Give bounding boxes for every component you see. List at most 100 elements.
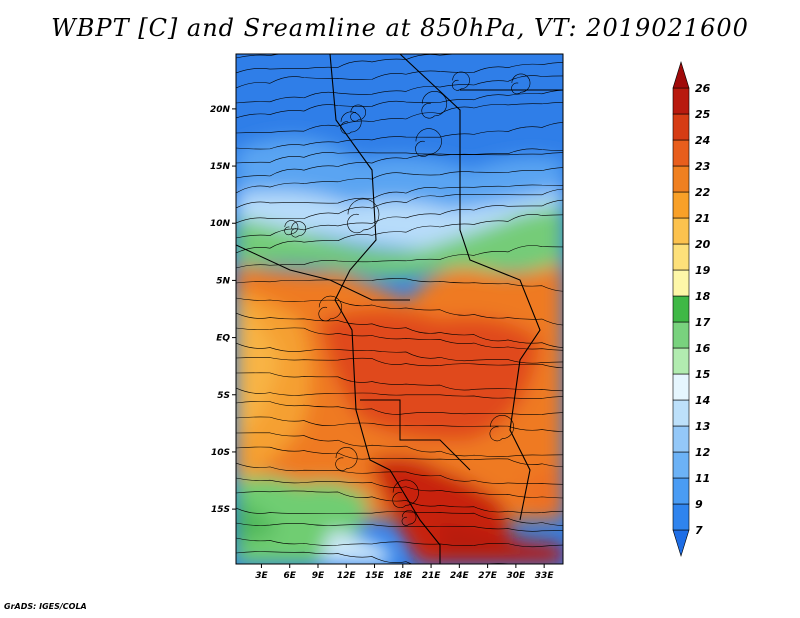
streamline xyxy=(236,278,563,292)
y-tick-label: 15S xyxy=(211,505,230,515)
streamline xyxy=(236,148,563,179)
grads-credit: GrADS: IGES/COLA xyxy=(4,602,87,611)
streamline-eddy xyxy=(335,447,358,471)
colorbar-label: 22 xyxy=(695,186,711,199)
streamline xyxy=(236,387,563,399)
x-tick-label: 27E xyxy=(478,571,498,581)
colorbar-label: 17 xyxy=(695,316,711,329)
streamline-eddy xyxy=(489,415,514,442)
streamline-eddy xyxy=(284,220,299,236)
x-tick-label: 15E xyxy=(365,571,385,581)
colorbar-label: 20 xyxy=(695,238,711,251)
colorbar-segment xyxy=(672,373,690,401)
y-axis: 20N 15N 10N 5N EQ 5S 10S 15S xyxy=(210,105,236,515)
streamline xyxy=(236,446,563,468)
colorbar-segment xyxy=(672,347,690,375)
colorbar-segment xyxy=(672,321,690,349)
streamline-eddy xyxy=(291,221,307,238)
streamline xyxy=(236,462,563,485)
y-tick-label: 15N xyxy=(210,162,231,172)
y-tick-label: 5S xyxy=(217,391,230,401)
colorbar-segment xyxy=(672,425,690,453)
streamline-eddy xyxy=(421,91,448,119)
colorbar-segment xyxy=(672,399,690,427)
x-tick-label: 21E xyxy=(422,571,442,581)
colorbar-segment xyxy=(672,451,690,479)
streamline xyxy=(236,167,563,194)
colorbar-segment xyxy=(672,165,690,193)
streamline xyxy=(236,101,563,134)
colorbar-segment xyxy=(672,60,690,89)
streamline xyxy=(236,188,563,224)
streamline-eddy xyxy=(415,128,442,157)
colorbar-segment xyxy=(672,191,690,219)
colorbar-segment xyxy=(672,87,690,115)
colorbar-label: 13 xyxy=(695,420,711,433)
x-tick-label: 30E xyxy=(507,571,527,581)
streamline xyxy=(236,551,510,564)
colorbar-label: 11 xyxy=(695,472,710,485)
colorbar-segment xyxy=(672,295,690,323)
x-tick-label: 6E xyxy=(284,571,297,581)
colorbar-label: 14 xyxy=(695,394,710,407)
x-tick-label: 24E xyxy=(450,571,470,581)
colorbar-label: 25 xyxy=(695,108,711,121)
colorbar-segment xyxy=(672,139,690,167)
streamline-eddy xyxy=(350,104,366,122)
colorbar-segment xyxy=(672,477,690,505)
streamline xyxy=(236,152,563,164)
streamline xyxy=(236,214,563,254)
colorbar-label: 26 xyxy=(695,82,711,95)
y-tick-label: 10N xyxy=(210,219,231,229)
x-axis: 3E 6E 9E 12E 15E 18E 21E 24E 27E 30E 33E xyxy=(255,564,554,581)
x-tick-label: 18E xyxy=(393,571,413,581)
streamline xyxy=(236,432,563,457)
colorbar-label: 9 xyxy=(695,498,703,511)
streamline xyxy=(236,537,563,548)
colorbar-segment xyxy=(672,529,690,558)
chart-title: WBPT [C] and Sreamline at 850hPa, VT: 20… xyxy=(51,14,749,42)
streamline xyxy=(236,507,563,526)
streamline-eddy xyxy=(401,510,417,526)
colorbar-label: 19 xyxy=(695,264,711,277)
streamline xyxy=(236,312,563,348)
colorbar-label: 7 xyxy=(695,524,703,537)
streamline-eddy xyxy=(392,479,419,508)
colorbar-segment xyxy=(672,243,690,271)
colorbar-label: 18 xyxy=(695,290,711,303)
map-frame xyxy=(235,53,564,565)
x-tick-label: 33E xyxy=(535,571,555,581)
streamline xyxy=(236,75,563,104)
streamline xyxy=(236,357,563,369)
x-tick-label: 3E xyxy=(255,571,268,581)
colorbar-label: 12 xyxy=(695,446,711,459)
streamline xyxy=(236,245,563,269)
streamline xyxy=(236,327,563,351)
y-tick-label: 5N xyxy=(216,276,230,286)
colorbar-segment xyxy=(672,113,690,141)
streamline xyxy=(236,62,563,89)
colorbar: 7 9 11 12 13 14 15 16 17 18 19 20 21 22 23 24 25 26 xyxy=(672,60,711,558)
streamline-eddy xyxy=(511,73,531,95)
x-tick-label: 12E xyxy=(337,571,357,581)
colorbar-label: 24 xyxy=(695,134,710,147)
streamlines xyxy=(236,54,563,564)
streamline xyxy=(236,184,563,209)
streamline xyxy=(236,297,563,326)
colorbar-label: 23 xyxy=(695,160,711,173)
streamline-eddy xyxy=(347,198,380,234)
x-tick-label: 9E xyxy=(312,571,325,581)
streamline xyxy=(236,342,563,364)
colorbar-label: 16 xyxy=(695,342,711,355)
colorbar-segment xyxy=(672,269,690,297)
streamline xyxy=(236,490,563,514)
streamline xyxy=(236,122,563,150)
streamline-eddy xyxy=(452,71,470,91)
y-tick-label: EQ xyxy=(216,334,230,344)
streamline xyxy=(236,522,563,532)
colorbar-segment xyxy=(672,503,690,531)
streamline xyxy=(236,416,563,432)
streamline xyxy=(236,477,563,499)
y-tick-label: 20N xyxy=(210,105,231,115)
